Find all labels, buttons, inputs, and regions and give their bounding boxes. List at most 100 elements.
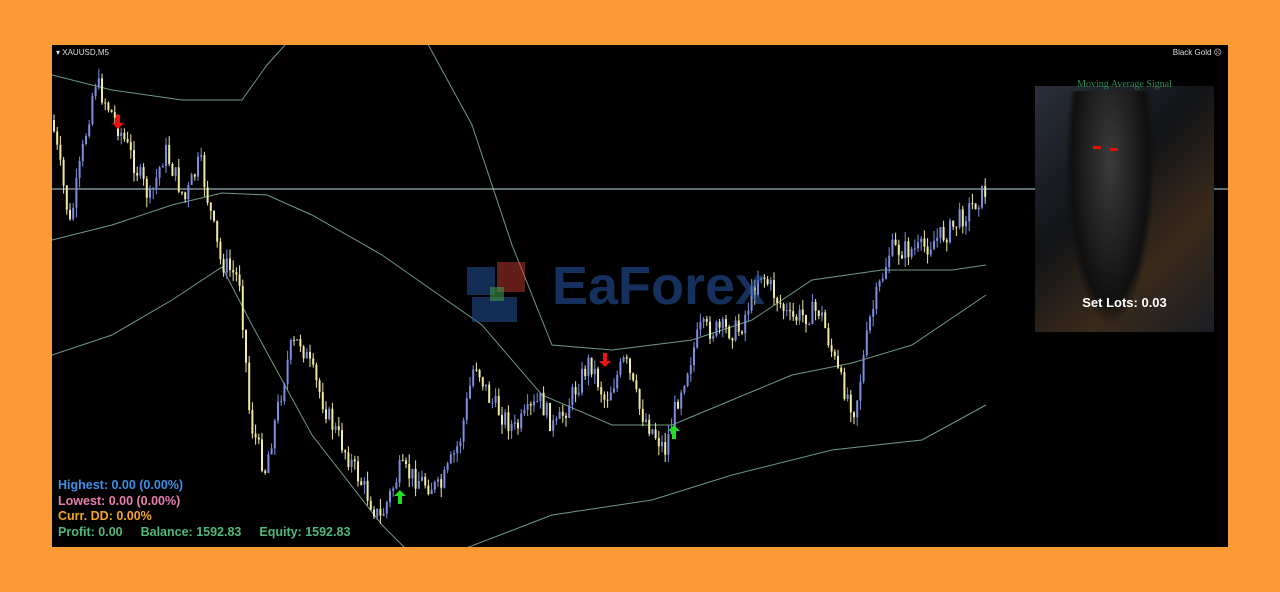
candle bbox=[782, 304, 785, 311]
candle bbox=[81, 143, 84, 161]
candle bbox=[974, 203, 977, 210]
candle bbox=[926, 246, 929, 255]
candle bbox=[619, 361, 622, 375]
candle bbox=[833, 351, 836, 356]
candle bbox=[920, 238, 923, 243]
candle bbox=[213, 210, 215, 221]
candle bbox=[53, 120, 55, 132]
candle bbox=[705, 319, 708, 322]
arrow-down-icon bbox=[112, 115, 124, 129]
candle bbox=[101, 78, 103, 103]
candle bbox=[200, 155, 203, 157]
candle bbox=[878, 280, 881, 287]
candle bbox=[203, 155, 206, 188]
candle bbox=[315, 364, 318, 381]
candle bbox=[363, 480, 366, 485]
candle bbox=[808, 324, 811, 326]
candle bbox=[632, 373, 635, 381]
candle bbox=[776, 297, 779, 303]
candle bbox=[321, 392, 324, 410]
candle bbox=[174, 167, 177, 176]
candle bbox=[113, 112, 116, 118]
candle bbox=[395, 482, 398, 489]
candle bbox=[280, 401, 283, 403]
candle bbox=[133, 150, 135, 173]
candle bbox=[549, 402, 551, 431]
middle-band bbox=[52, 192, 987, 426]
candle bbox=[654, 429, 657, 438]
candle bbox=[680, 392, 683, 409]
candle bbox=[485, 384, 487, 387]
candle bbox=[110, 110, 113, 113]
character-figure bbox=[1065, 91, 1155, 327]
candle bbox=[216, 220, 219, 242]
candle bbox=[741, 331, 743, 334]
candle bbox=[901, 255, 903, 259]
candle bbox=[264, 470, 267, 473]
candle bbox=[453, 453, 455, 455]
candle bbox=[286, 359, 289, 385]
candle bbox=[149, 189, 151, 198]
candle bbox=[734, 320, 737, 341]
candle bbox=[565, 415, 567, 418]
candle bbox=[421, 476, 423, 481]
ea-name-label: Black Gold ☹ bbox=[1173, 48, 1222, 57]
candle bbox=[865, 330, 868, 356]
candle bbox=[641, 408, 644, 422]
candle bbox=[958, 209, 961, 228]
candle bbox=[728, 326, 731, 339]
candle bbox=[952, 220, 955, 227]
candle bbox=[312, 358, 315, 365]
candle bbox=[891, 239, 894, 256]
candle bbox=[152, 188, 155, 190]
chart-canvas bbox=[52, 45, 1228, 547]
candle bbox=[686, 373, 689, 387]
candle bbox=[917, 242, 919, 249]
candle bbox=[769, 280, 772, 285]
candle bbox=[830, 345, 833, 352]
candle bbox=[894, 239, 897, 245]
candle bbox=[462, 420, 465, 442]
candle bbox=[763, 277, 766, 280]
candle bbox=[881, 278, 884, 281]
candle bbox=[984, 185, 987, 197]
candle bbox=[846, 394, 849, 399]
candle bbox=[142, 167, 145, 179]
set-lots-label[interactable]: Set Lots: 0.03 bbox=[1082, 295, 1167, 310]
candle bbox=[593, 368, 596, 375]
candle bbox=[69, 209, 71, 220]
candle bbox=[411, 468, 414, 479]
candle bbox=[248, 362, 251, 411]
candle bbox=[494, 396, 497, 403]
candle bbox=[337, 426, 340, 431]
candle bbox=[638, 389, 641, 409]
candle bbox=[853, 412, 855, 418]
candle bbox=[414, 468, 417, 489]
candle bbox=[517, 422, 519, 429]
candle bbox=[577, 392, 580, 395]
candle bbox=[510, 424, 513, 432]
candle bbox=[197, 156, 199, 177]
candle bbox=[472, 369, 475, 386]
candle bbox=[56, 131, 59, 145]
candle bbox=[469, 385, 471, 399]
candle bbox=[750, 286, 753, 311]
price-chart[interactable]: EaForex ▾ XAUUSD,M5 Black Gold ☹ Moving … bbox=[52, 45, 1228, 547]
candle bbox=[389, 490, 391, 503]
candle bbox=[664, 442, 667, 455]
symbol-label[interactable]: ▾ XAUUSD,M5 bbox=[56, 48, 109, 57]
candle bbox=[270, 448, 273, 455]
candle bbox=[731, 338, 734, 341]
candle bbox=[497, 396, 500, 415]
candle bbox=[539, 392, 542, 402]
candle bbox=[801, 309, 804, 316]
candle bbox=[574, 387, 577, 395]
highest-stat: Highest: 0.00 (0.00%) bbox=[58, 478, 184, 492]
candle bbox=[587, 357, 590, 377]
candle bbox=[65, 185, 68, 210]
candle bbox=[107, 102, 110, 111]
candle bbox=[699, 321, 702, 330]
candle bbox=[737, 320, 740, 332]
candle bbox=[693, 347, 695, 366]
candle bbox=[299, 339, 302, 347]
